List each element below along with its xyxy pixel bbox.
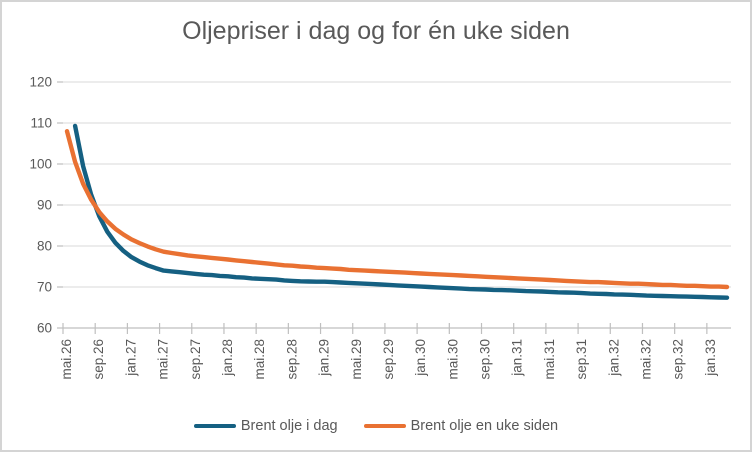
legend-swatch-brent-olje-en-uke-siden (363, 423, 406, 429)
x-axis-label: mai.31 (542, 339, 557, 380)
x-axis-label: mai.29 (349, 339, 364, 380)
legend-label-brent-olje-en-uke-siden: Brent olje en uke siden (410, 418, 559, 434)
x-axis-label: sep.29 (381, 339, 396, 380)
y-axis-label: 120 (29, 75, 52, 90)
legend: Brent olje i dag Brent olje en uke siden (2, 418, 750, 434)
x-axis-label: mai.26 (59, 339, 74, 380)
y-axis-label: 70 (37, 280, 52, 295)
x-axis-label: jan.27 (123, 339, 138, 377)
chart-title: Oljepriser i dag og for én uke siden (182, 17, 570, 45)
legend-item-brent-olje-en-uke-siden: Brent olje en uke siden (363, 418, 559, 434)
x-axis-label: jan.33 (703, 339, 718, 377)
y-axis-label: 100 (29, 157, 52, 172)
x-axis-label: mai.30 (445, 339, 460, 380)
x-axis-label: sep.30 (478, 339, 493, 380)
x-axis-label: mai.32 (638, 339, 653, 380)
x-axis-label: sep.32 (671, 339, 686, 380)
y-axis-label: 80 (37, 239, 52, 254)
y-axis-label: 60 (37, 321, 52, 336)
x-axis-label: sep.31 (574, 339, 589, 380)
x-axis-label: jan.29 (317, 339, 332, 377)
x-axis-label: sep.27 (188, 339, 203, 380)
x-axis-label: jan.32 (606, 339, 621, 377)
x-axis-label: sep.28 (284, 339, 299, 380)
legend-swatch-brent-olje-i-dag (193, 423, 236, 429)
series-line-brent-olje-i-dag (72, 123, 730, 300)
legend-item-brent-olje-i-dag: Brent olje i dag (193, 418, 338, 434)
y-axis-label: 110 (30, 116, 52, 131)
legend-label-brent-olje-i-dag: Brent olje i dag (240, 418, 338, 434)
x-axis-label: mai.28 (252, 339, 267, 380)
x-axis-label: jan.30 (413, 339, 428, 377)
x-axis-label: sep.26 (91, 339, 106, 380)
series-line-brent-olje-en-uke-siden (64, 129, 730, 290)
x-axis-label: jan.28 (220, 339, 235, 377)
y-axis-label: 90 (37, 198, 52, 213)
x-axis-label: jan.31 (510, 339, 525, 377)
x-axis-label: mai.27 (156, 339, 171, 380)
